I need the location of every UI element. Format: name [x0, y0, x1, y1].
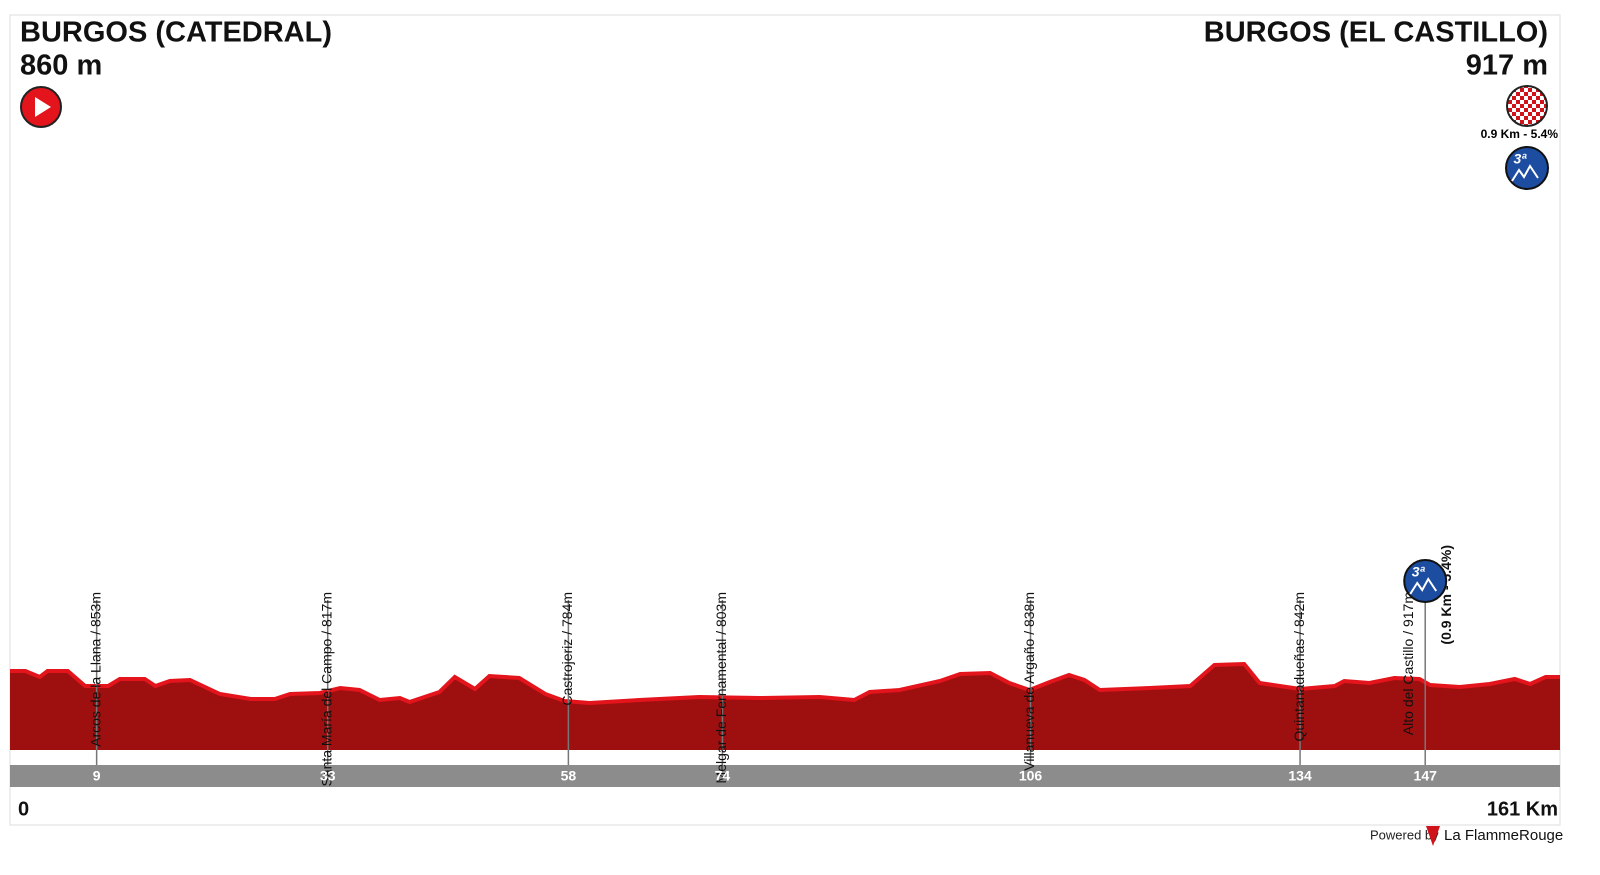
waypoint-label: Arcos de la Llana / 853m: [87, 592, 103, 747]
profile-edge: [10, 661, 1560, 706]
waypoint-label: Melgar de Fernamental / 803m: [713, 592, 729, 783]
x-tick-label: 0: [18, 798, 29, 820]
finish-name: BURGOS (EL CASTILLO): [1204, 17, 1548, 49]
climb-category: 3ª: [1514, 151, 1528, 167]
powered-by: Powered by: [1370, 827, 1439, 842]
climb-category: 3ª: [1412, 564, 1426, 580]
km-label: 33: [320, 768, 336, 784]
km-label: 9: [93, 768, 101, 784]
x-tick-label: 161 Km: [1487, 798, 1558, 820]
climb-icon: [1403, 559, 1448, 603]
climb-icon-mountain: [1409, 577, 1438, 595]
start-arrow: [35, 97, 51, 117]
waypoint-label: Alto del Castillo / 917m: [1400, 592, 1416, 735]
km-label: 74: [715, 768, 731, 784]
waypoint-label: Quintanadueñas / 842m: [1291, 592, 1307, 741]
km-label: 106: [1019, 768, 1043, 784]
brand-logo: [1426, 826, 1440, 846]
climb-icon-mountain: [1511, 164, 1539, 182]
frame: [9, 14, 1561, 826]
start-name: BURGOS (CATEDRAL): [20, 17, 332, 49]
brand: La FlammeRouge: [1444, 827, 1563, 844]
km-label: 134: [1288, 768, 1312, 784]
waypoint-label: Castrojeriz / 784m: [559, 592, 575, 706]
finish-elevation: 917 m: [1466, 50, 1548, 82]
climb-icon: [1505, 146, 1549, 190]
km-bar: [10, 765, 1560, 787]
finish-climb: 0.9 Km - 5.4%: [1481, 127, 1559, 141]
profile-area: [10, 664, 1560, 750]
km-label: 147: [1414, 768, 1438, 784]
start-elevation: 860 m: [20, 50, 102, 82]
waypoint-label: Villanueva de Argaño / 838m: [1021, 592, 1037, 771]
waypoint-label: Santa María del Campo / 817m: [318, 592, 334, 787]
km-label: 58: [561, 768, 577, 784]
finish-climb-icon: 3ª: [1505, 146, 1549, 190]
finish-icon: [1506, 85, 1548, 127]
